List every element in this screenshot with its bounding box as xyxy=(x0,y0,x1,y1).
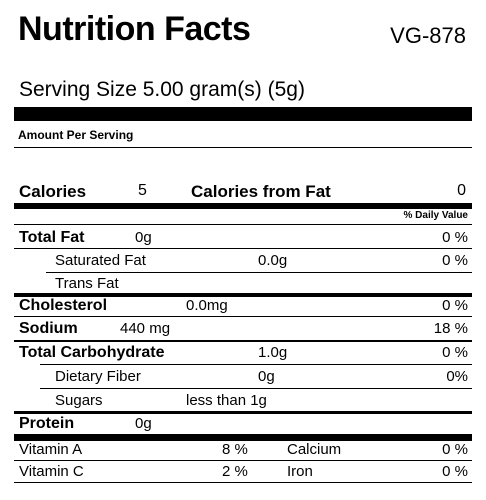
total-fat-label: Total Fat xyxy=(19,229,85,246)
dietary-fiber-label: Dietary Fiber xyxy=(55,368,141,385)
sugars-amount: less than 1g xyxy=(186,392,267,409)
dietary-fiber-amount: 0g xyxy=(258,368,275,385)
divider-bottom xyxy=(14,482,472,483)
vitamin-c-label: Vitamin C xyxy=(19,463,84,480)
daily-value-header: % Daily Value xyxy=(403,210,468,221)
calories-from-fat-label: Calories from Fat xyxy=(191,182,331,201)
saturated-fat-dv: 0 % xyxy=(442,252,468,269)
divider-total-fat xyxy=(14,248,472,249)
iron-dv: 0 % xyxy=(442,463,468,480)
divider-vitamins xyxy=(14,460,472,461)
cholesterol-label: Cholesterol xyxy=(19,297,108,314)
iron-label: Iron xyxy=(287,463,313,480)
calcium-label: Calcium xyxy=(287,441,342,458)
total-carbohydrate-label: Total Carbohydrate xyxy=(19,344,165,361)
thick-divider-top xyxy=(14,107,472,121)
calcium-dv: 0 % xyxy=(442,441,468,458)
divider-amount xyxy=(14,147,472,148)
vitamin-a-label: Vitamin A xyxy=(19,441,83,458)
medium-divider xyxy=(14,203,472,209)
divider-total-carbohydrate xyxy=(40,364,472,365)
protein-amount: 0g xyxy=(135,415,152,432)
total-carbohydrate-dv: 0 % xyxy=(442,344,468,361)
saturated-fat-label: Saturated Fat xyxy=(55,252,146,269)
divider-cholesterol xyxy=(14,316,472,317)
sodium-amount: 440 mg xyxy=(120,320,171,337)
calories-from-fat-value: 0 xyxy=(457,182,466,199)
product-code: VG-878 xyxy=(390,23,466,48)
thick-divider-vitamins xyxy=(14,434,472,441)
dietary-fiber-dv: 0% xyxy=(446,368,468,385)
total-fat-amount: 0g xyxy=(135,229,152,246)
vitamin-a-dv: 8 % xyxy=(222,441,248,458)
divider-dietary-fiber xyxy=(40,388,472,389)
label-title: Nutrition Facts xyxy=(18,10,251,48)
amount-per-serving: Amount Per Serving xyxy=(18,128,134,142)
thick-divider-protein xyxy=(14,411,472,414)
divider-sodium xyxy=(14,340,472,342)
thick-divider-cholesterol xyxy=(14,293,472,297)
calories-label: Calories xyxy=(19,182,87,201)
saturated-fat-amount: 0.0g xyxy=(258,252,288,269)
sodium-label: Sodium xyxy=(19,320,78,337)
cholesterol-dv: 0 % xyxy=(442,297,468,314)
vitamin-c-dv: 2 % xyxy=(222,463,248,480)
calories-value: 5 xyxy=(138,182,147,199)
sugars-label: Sugars xyxy=(55,392,103,409)
total-carbohydrate-amount: 1.0g xyxy=(258,344,288,361)
total-fat-dv: 0 % xyxy=(442,229,468,246)
protein-label: Protein xyxy=(19,415,75,432)
cholesterol-amount: 0.0mg xyxy=(186,297,228,314)
divider-saturated-fat xyxy=(46,272,472,273)
serving-size: Serving Size 5.00 gram(s) (5g) xyxy=(19,78,305,101)
trans-fat-label: Trans Fat xyxy=(55,275,119,292)
sodium-dv: 18 % xyxy=(433,320,468,337)
divider-dv xyxy=(14,224,472,225)
